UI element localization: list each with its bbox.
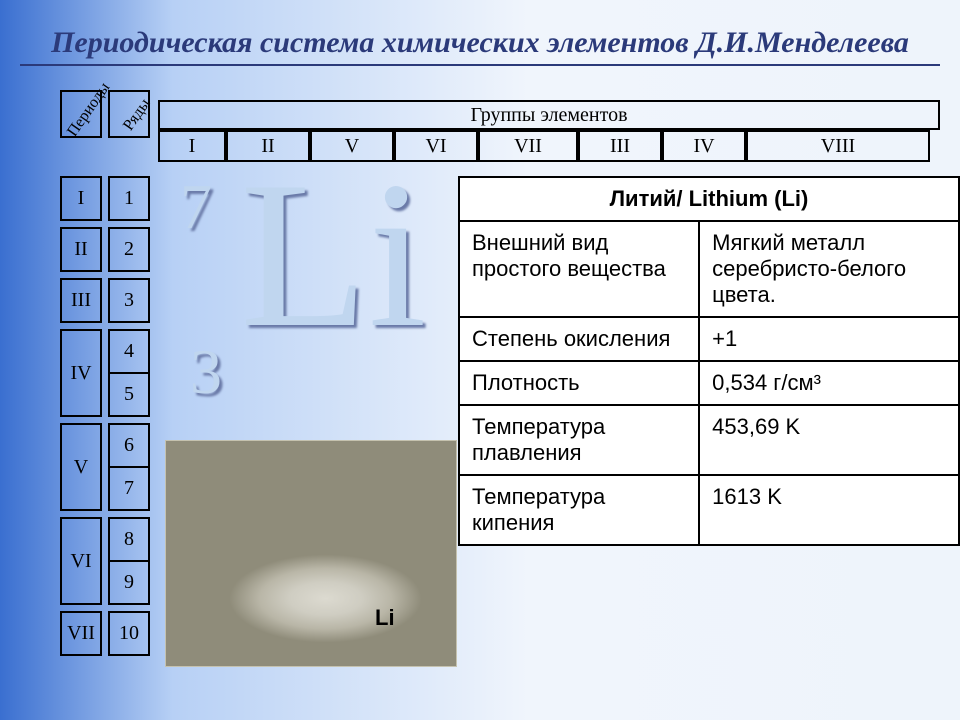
title-underline [20, 64, 940, 66]
group-cell[interactable]: III [578, 130, 662, 162]
row-cell[interactable]: 4 [108, 329, 150, 374]
period-cell[interactable]: II [60, 227, 102, 272]
period-cell[interactable]: VII [60, 611, 102, 656]
info-row-value: 1613 K [699, 475, 959, 545]
group-cell[interactable]: I [158, 130, 226, 162]
element-photo: Li [165, 440, 455, 665]
slide: Периодическая система химических элемент… [0, 0, 960, 720]
info-row-value: Мягкий металл серебристо-белого цвета. [699, 221, 959, 317]
period-cell[interactable]: IV [60, 329, 102, 417]
element-photo-label: Li [375, 605, 395, 631]
group-cell[interactable]: VIII [746, 130, 930, 162]
info-row-value: 453,69 K [699, 405, 959, 475]
row-cell[interactable]: 3 [108, 278, 150, 323]
period-cell[interactable]: V [60, 423, 102, 511]
info-row-value: +1 [699, 317, 959, 361]
element-info-table: Литий/ Lithium (Li) Внешний вид простого… [458, 176, 960, 546]
mass-number: 7 [180, 170, 212, 244]
info-row-label: Плотность [459, 361, 699, 405]
atomic-number: 3 [190, 335, 222, 409]
row-cell[interactable]: 10 [108, 611, 150, 656]
row-cell[interactable]: 5 [108, 372, 150, 417]
element-symbol-area: 7 Li 3 [170, 160, 460, 430]
period-cell[interactable]: III [60, 278, 102, 323]
period-cell[interactable]: VI [60, 517, 102, 605]
element-photo-image [165, 440, 457, 667]
info-row-label: Температура кипения [459, 475, 699, 545]
info-table-title: Литий/ Lithium (Li) [459, 177, 959, 221]
group-cell[interactable]: IV [662, 130, 746, 162]
row-cell[interactable]: 6 [108, 423, 150, 468]
element-symbol: Li [240, 150, 427, 360]
info-row-label: Температура плавления [459, 405, 699, 475]
period-cell[interactable]: I [60, 176, 102, 221]
info-row-value: 0,534 г/см³ [699, 361, 959, 405]
group-cell[interactable]: VII [478, 130, 578, 162]
row-cell[interactable]: 8 [108, 517, 150, 562]
info-row-label: Внешний вид простого вещества [459, 221, 699, 317]
page-title: Периодическая система химических элемент… [0, 26, 960, 66]
groups-title: Группы элементов [158, 100, 940, 130]
row-cell[interactable]: 9 [108, 560, 150, 605]
row-cell[interactable]: 1 [108, 176, 150, 221]
row-cell[interactable]: 7 [108, 466, 150, 511]
info-row-label: Степень окисления [459, 317, 699, 361]
row-cell[interactable]: 2 [108, 227, 150, 272]
